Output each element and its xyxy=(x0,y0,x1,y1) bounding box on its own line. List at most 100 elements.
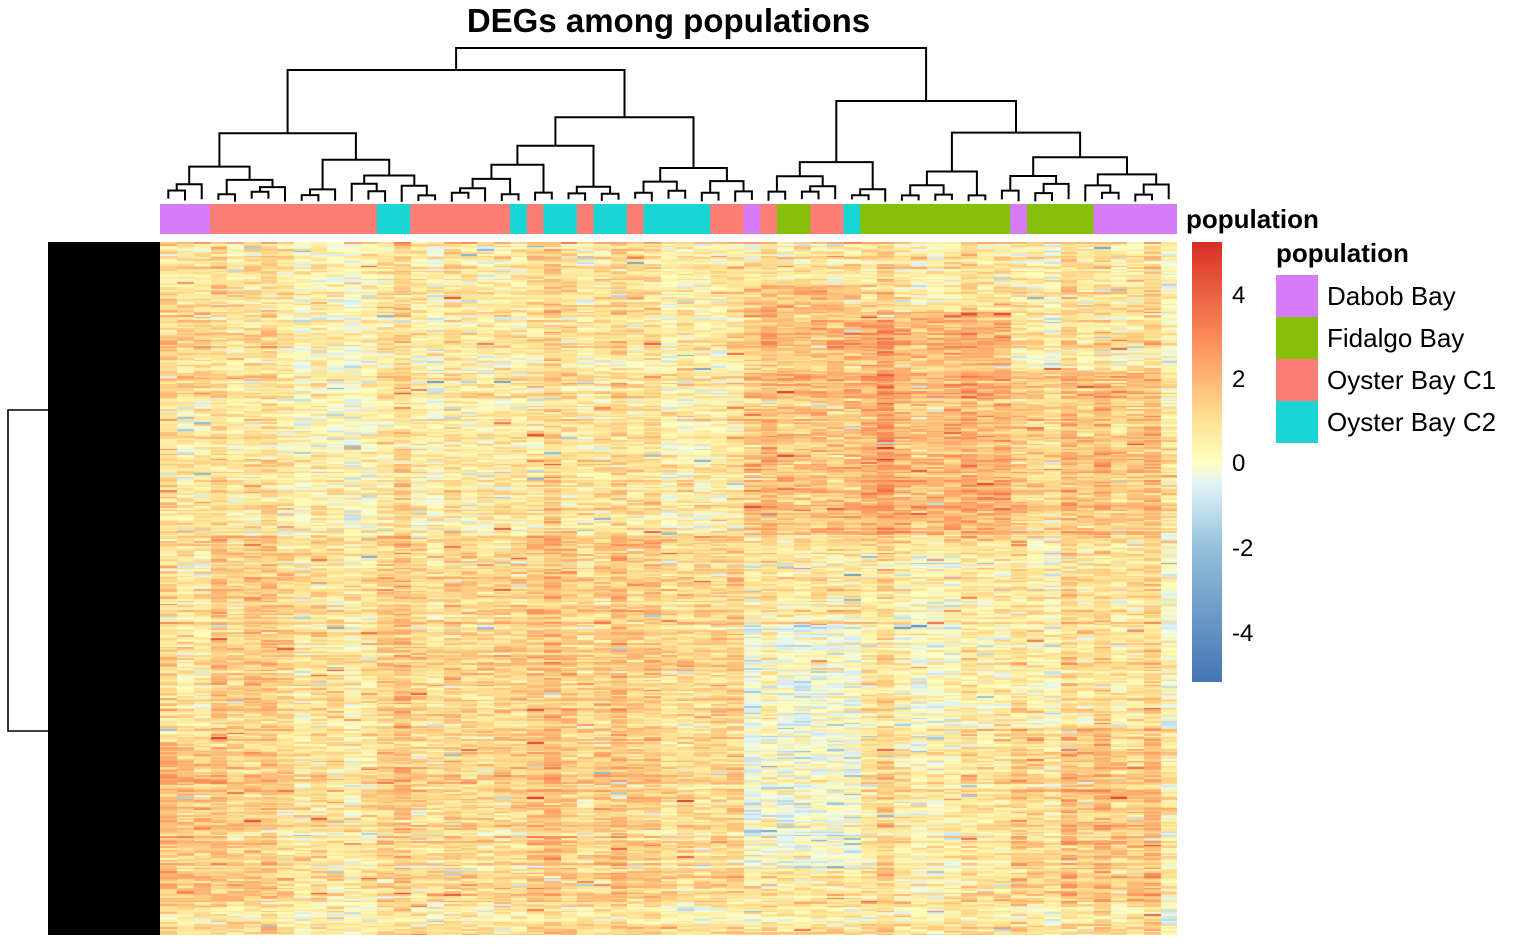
row-dendrogram-branch xyxy=(143,273,150,280)
row-dendrogram-branch xyxy=(137,634,155,642)
annotation-cell xyxy=(426,204,445,234)
legend-swatch xyxy=(1276,317,1318,359)
row-dendrogram-branch xyxy=(125,554,134,575)
dendrogram-branch xyxy=(600,192,620,201)
row-dendrogram-branch xyxy=(137,743,158,751)
row-dendrogram xyxy=(7,242,160,935)
row-dendrogram-branch xyxy=(137,709,151,716)
row-dendrogram-branch xyxy=(136,436,148,444)
dendrogram-branch xyxy=(575,185,612,194)
row-dendrogram-branch xyxy=(145,397,152,404)
row-dendrogram-branch xyxy=(135,491,149,498)
annotation-cell xyxy=(493,204,511,234)
row-dendrogram-branch xyxy=(137,822,144,832)
population-annotation-bar xyxy=(160,204,1177,234)
annotation-cell xyxy=(393,204,411,234)
dendrogram-branch xyxy=(218,132,357,167)
row-dendrogram-branch xyxy=(144,471,157,478)
row-dendrogram-branch xyxy=(112,679,134,711)
row-dendrogram-branch xyxy=(140,456,151,464)
dendrogram-branch xyxy=(634,191,653,202)
row-dendrogram-branch xyxy=(120,700,132,720)
annotation-cell xyxy=(1043,204,1061,234)
row-dendrogram-branch xyxy=(139,293,157,300)
legend-swatch xyxy=(1276,359,1318,401)
dendrogram-branch xyxy=(175,183,203,200)
dendrogram-branch xyxy=(859,188,887,202)
row-dendrogram-branch xyxy=(140,565,147,572)
legend-swatch xyxy=(1276,275,1318,317)
row-dendrogram-branch xyxy=(147,332,157,340)
dendrogram-branch xyxy=(450,191,470,202)
dendrogram-branch xyxy=(490,163,545,193)
row-dendrogram-branch xyxy=(137,530,149,538)
row-dendrogram-branch xyxy=(126,537,148,548)
row-dendrogram-branch xyxy=(147,624,157,632)
row-dendrogram-branch xyxy=(139,367,158,374)
dendrogram-branch xyxy=(800,190,820,200)
row-dendrogram-branch xyxy=(139,810,147,820)
dendrogram-branch xyxy=(1032,156,1128,176)
annotation-cell xyxy=(760,204,778,234)
row-dendrogram-branch xyxy=(146,520,158,528)
annotation-cell xyxy=(193,204,211,234)
annotation-cell xyxy=(410,204,428,234)
annotation-cell xyxy=(1126,204,1145,234)
annotation-cell xyxy=(726,204,745,234)
row-dendrogram-branch xyxy=(127,899,135,912)
row-dendrogram-branch xyxy=(136,884,148,894)
annotation-cell xyxy=(443,204,461,234)
row-dendrogram-branch xyxy=(139,253,147,261)
dendrogram-branch xyxy=(459,187,487,202)
row-dendrogram-branch xyxy=(132,533,155,543)
dendrogram-branch xyxy=(367,190,387,202)
annotation-cell xyxy=(226,204,244,234)
row-dendrogram-branch xyxy=(133,389,147,402)
heatmap-matrix xyxy=(160,242,1177,935)
row-dendrogram-branch xyxy=(126,320,139,343)
dendrogram-branch xyxy=(1000,189,1020,202)
annotation-cell xyxy=(710,204,728,234)
row-dendrogram-branch xyxy=(142,659,156,666)
row-dendrogram-branch xyxy=(151,674,158,681)
row-dendrogram-branch xyxy=(138,315,149,327)
dendrogram-branch xyxy=(417,194,437,201)
row-dendrogram-branch xyxy=(134,407,144,417)
dendrogram-branch xyxy=(1096,173,1158,186)
dendrogram-branch xyxy=(925,170,978,196)
legend-item-dabob-bay: Dabob Bay xyxy=(1276,275,1536,317)
row-dendrogram-branch xyxy=(147,322,157,330)
legend-swatch xyxy=(1276,401,1318,443)
annotation-cell xyxy=(276,204,294,234)
annotation-cell xyxy=(476,204,495,234)
row-dendrogram-branch xyxy=(133,637,146,649)
row-dendrogram-branch xyxy=(139,387,154,394)
dendrogram-branch xyxy=(1084,184,1112,202)
annotation-cell xyxy=(576,204,595,234)
annotation-cell xyxy=(976,204,995,234)
dendrogram-branch xyxy=(909,184,945,196)
dendrogram-branch xyxy=(567,192,587,201)
dendrogram-branch xyxy=(934,193,953,201)
row-dendrogram-branch xyxy=(92,277,118,358)
row-dendrogram-branch xyxy=(131,449,138,465)
annotation-cell xyxy=(1076,204,1095,234)
column-dendrogram xyxy=(167,47,1170,202)
annotation-cell xyxy=(660,204,678,234)
row-dendrogram-branch xyxy=(121,749,136,763)
row-dendrogram-branch xyxy=(135,295,145,308)
dendrogram-branch xyxy=(667,189,687,199)
row-dendrogram-branch xyxy=(132,246,141,258)
dendrogram-branch xyxy=(700,191,720,202)
row-dendrogram-branch xyxy=(133,585,152,592)
annotation-cell xyxy=(1093,204,1111,234)
dendrogram-branch xyxy=(809,185,837,200)
row-dendrogram-branch xyxy=(102,650,128,697)
row-dendrogram-branch xyxy=(136,266,147,278)
row-dendrogram-branch xyxy=(136,654,144,664)
row-dendrogram-branch xyxy=(143,808,154,815)
legend-label: Dabob Bay xyxy=(1327,281,1456,311)
row-dendrogram-branch xyxy=(137,555,150,563)
dendrogram-branch xyxy=(1034,192,1053,202)
annotation-cell xyxy=(793,204,811,234)
